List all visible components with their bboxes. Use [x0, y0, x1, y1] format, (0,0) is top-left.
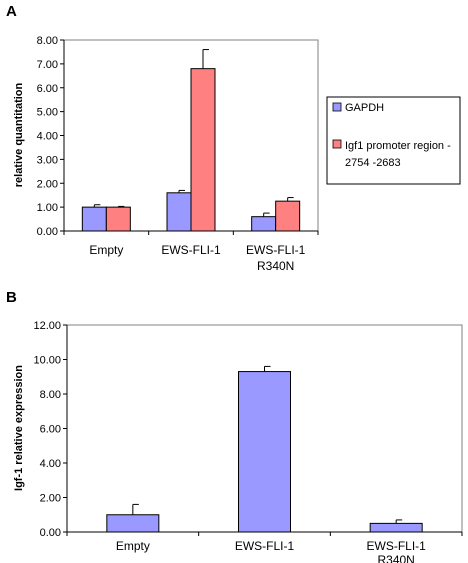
y-tick-label: 2.00	[37, 178, 58, 190]
y-tick-label: 8.00	[37, 35, 58, 47]
bar	[275, 200, 301, 232]
bar	[105, 206, 131, 232]
category-label: R340N	[257, 259, 294, 273]
panel-a-y-axis-label: relative quantitation	[13, 82, 25, 187]
bar	[166, 192, 192, 232]
y-tick-label: 6.00	[40, 424, 61, 436]
y-tick-label: 0.00	[40, 527, 61, 539]
y-tick-label: 8.00	[40, 389, 61, 401]
y-tick-label: 6.00	[37, 83, 58, 95]
y-tick-label: 10.00	[33, 355, 61, 367]
panel-a-legend: GAPDH Igf1 promoter region - 2754 -2683	[326, 96, 461, 185]
panel-b: B 0.00 2.00 4.00 6.00 8.00 10.00 12.00 Empty EW…	[6, 289, 463, 563]
legend-label-igf1-promoter-line2: 2754 -2683	[345, 157, 401, 169]
y-tick-label: 1.00	[37, 202, 58, 214]
bar	[81, 206, 107, 232]
category-label: Empty	[89, 243, 123, 257]
legend-swatch-igf1-promoter	[332, 139, 342, 149]
legend-label-gapdh: GAPDH	[345, 102, 384, 114]
bar	[190, 68, 216, 232]
category-label: EWS-FLI-1	[235, 539, 295, 553]
panel-a-y-axis: 0.00 1.00 2.00 3.00 4.00 5.00 6.00 7.00 8.00	[37, 35, 319, 238]
y-tick-label: 4.00	[40, 458, 61, 470]
bar	[106, 514, 160, 533]
panel-b-y-axis-label: Igf-1 relative expression	[13, 365, 25, 491]
y-tick-label: 0.00	[37, 226, 58, 238]
y-tick-label: 12.00	[33, 320, 61, 332]
y-tick-label: 3.00	[37, 154, 58, 166]
category-label: EWS-FLI-1	[161, 243, 221, 257]
legend-swatch-gapdh	[332, 102, 342, 112]
category-label: Empty	[116, 539, 150, 553]
panel-a-letter: A	[6, 3, 17, 20]
category-label: R340N	[377, 553, 414, 563]
panel-a: A 0.00 1.00 2.00 3.00 4.00 5.00 6.00 7.00 8.00 E…	[6, 3, 461, 273]
panel-b-bars	[106, 365, 423, 533]
legend-label-igf1-promoter-line1: Igf1 promoter region -	[345, 140, 451, 152]
panel-a-bars	[81, 49, 301, 232]
bar	[369, 522, 423, 533]
y-tick-label: 4.00	[37, 131, 58, 143]
y-tick-label: 2.00	[40, 493, 61, 505]
bar	[238, 371, 291, 533]
category-label: EWS-FLI-1	[366, 539, 426, 553]
category-label: EWS-FLI-1	[246, 243, 306, 257]
panel-a-x-axis: Empty EWS-FLI-1 EWS-FLI-1 R340N	[89, 243, 305, 273]
y-tick-label: 7.00	[37, 59, 58, 71]
y-tick-label: 5.00	[37, 107, 58, 119]
legend-box	[326, 96, 461, 185]
panel-b-letter: B	[6, 289, 17, 306]
bar	[251, 216, 277, 232]
